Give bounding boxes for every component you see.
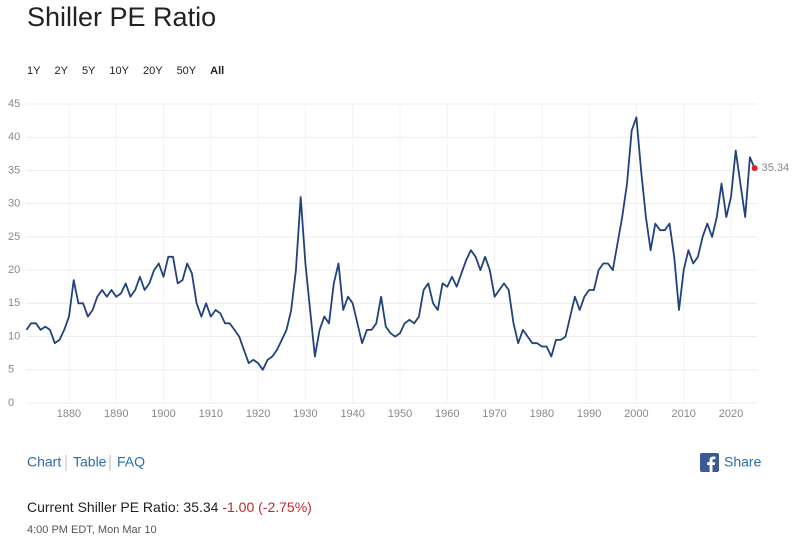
x-tick-label: 1880 — [57, 408, 81, 420]
tab-chart[interactable]: Chart — [27, 454, 61, 470]
x-tick-label: 1990 — [577, 408, 601, 420]
x-tick-label: 1900 — [151, 408, 175, 420]
page-title: Shiller PE Ratio — [27, 2, 216, 32]
y-tick-label: 20 — [8, 264, 20, 276]
x-tick-label: 2000 — [624, 408, 648, 420]
y-tick-label: 45 — [8, 98, 20, 110]
x-tick-label: 1910 — [199, 408, 223, 420]
range-button[interactable]: 20Y — [143, 65, 163, 77]
y-tick-label: 0 — [8, 397, 14, 409]
x-tick-label: 1940 — [340, 408, 364, 420]
y-tick-label: 10 — [8, 330, 20, 342]
x-tick-label: 2010 — [671, 408, 695, 420]
share-button[interactable]: Share — [700, 453, 762, 473]
x-tick-label: 2020 — [719, 408, 743, 420]
y-tick-label: 25 — [8, 231, 20, 243]
facebook-glyph — [707, 456, 716, 473]
x-tick-label: 1950 — [388, 408, 412, 420]
y-tick-label: 15 — [8, 297, 20, 309]
x-tick-label: 1930 — [293, 408, 317, 420]
range-button[interactable]: 50Y — [177, 65, 197, 77]
range-button[interactable]: 5Y — [82, 65, 96, 77]
current-label: Current Shiller PE Ratio: — [27, 499, 180, 515]
timestamp: 4:00 PM EDT, Mon Mar 10 — [27, 524, 157, 536]
current-value: Current Shiller PE Ratio: 35.34 -1.00 (-… — [27, 499, 312, 515]
x-tick-label: 1980 — [530, 408, 554, 420]
x-tick-label: 1890 — [104, 408, 128, 420]
range-button[interactable]: 1Y — [27, 65, 41, 77]
y-tick-label: 5 — [8, 364, 14, 376]
last-value-label: 35.34 — [762, 162, 790, 174]
current-change: -1.00 (-2.75%) — [222, 499, 311, 515]
y-tick-label: 35 — [8, 164, 20, 176]
x-tick-label: 1920 — [246, 408, 270, 420]
chart: 0 5 10 15 20 25 30 35 40 45 1880 1890 1900 1910 1920 19… — [8, 98, 789, 420]
x-tick-label: 1970 — [482, 408, 506, 420]
share-label: Share — [724, 454, 762, 470]
tab-table[interactable]: Table — [73, 454, 107, 470]
y-tick-label: 40 — [8, 131, 20, 143]
range-buttons: 1Y 2Y 5Y 10Y 20Y 50Y All — [27, 65, 224, 77]
range-button[interactable]: All — [210, 65, 224, 77]
range-button[interactable]: 10Y — [109, 65, 129, 77]
current-number: 35.34 — [183, 499, 218, 515]
range-button[interactable]: 2Y — [54, 65, 68, 77]
y-tick-label: 30 — [8, 198, 20, 210]
last-point — [751, 165, 758, 172]
line-series — [25, 116, 756, 371]
x-tick-label: 1960 — [435, 408, 459, 420]
tab-faq[interactable]: FAQ — [117, 454, 145, 470]
